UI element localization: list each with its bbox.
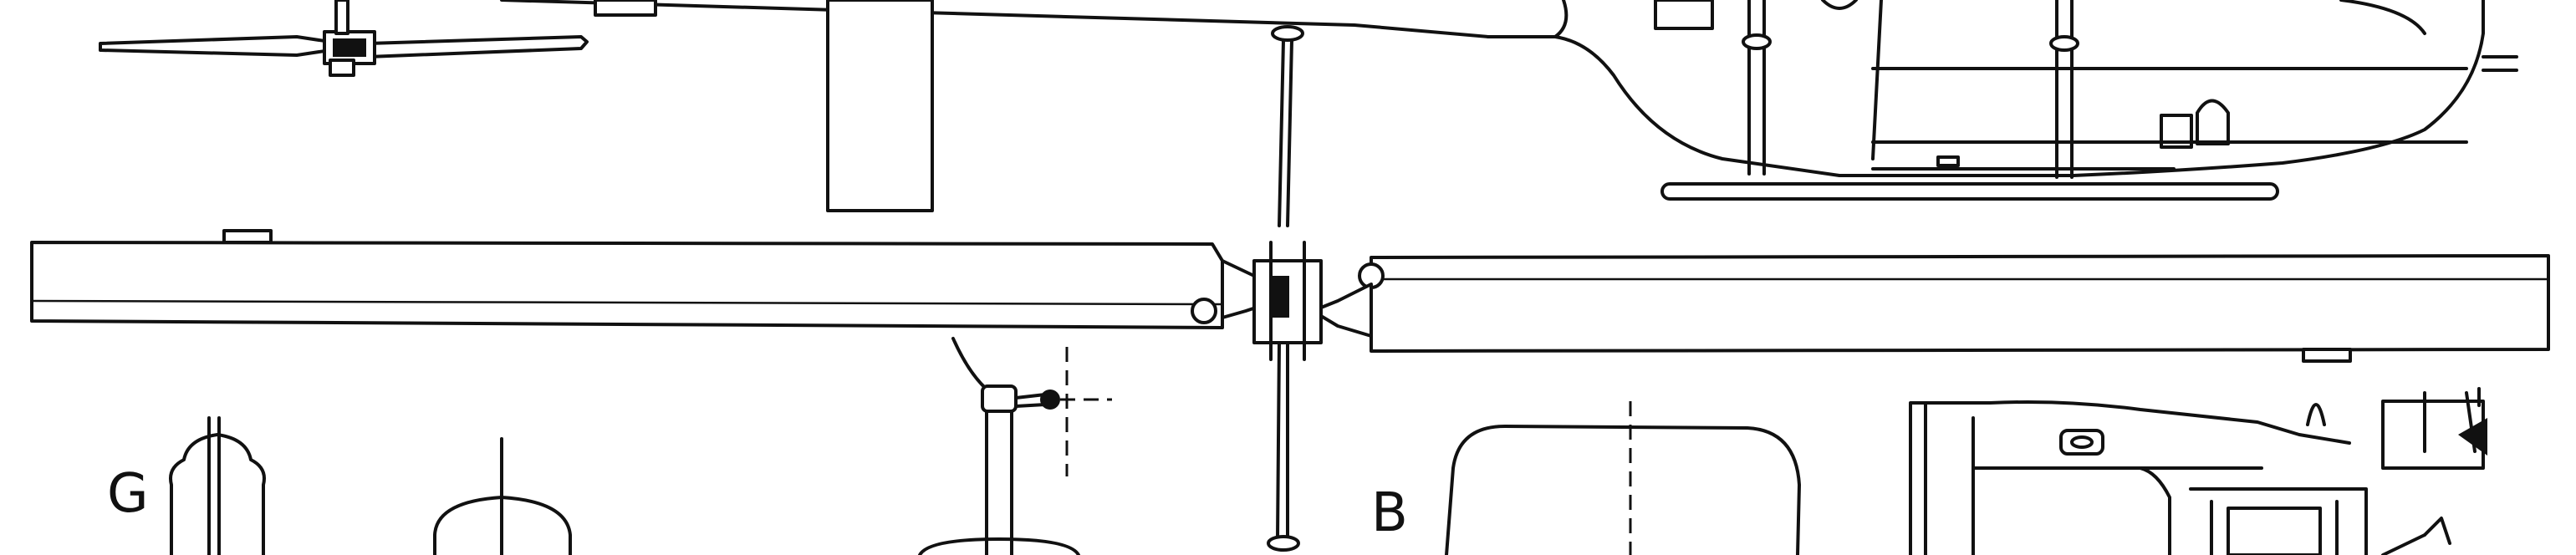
main-rotor-blades: [30, 229, 2550, 363]
main-rotor-mast: [1267, 25, 1304, 552]
view-b: B: [1371, 401, 1801, 555]
view-g: G: [107, 416, 572, 555]
view-label-b: B: [1371, 482, 1408, 544]
view-label-g: G: [107, 463, 149, 525]
fuselage-side-view: [500, 0, 2518, 212]
cockpit-detail-view: [1909, 387, 2487, 555]
tail-rotor-front-view: [918, 337, 1112, 555]
tail-rotor-top-view: [99, 0, 589, 77]
